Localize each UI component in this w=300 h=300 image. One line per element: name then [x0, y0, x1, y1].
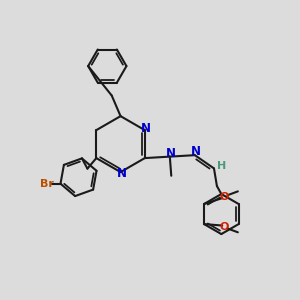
- Text: N: N: [190, 145, 200, 158]
- Text: N: N: [165, 147, 176, 160]
- Text: H: H: [217, 161, 226, 171]
- Text: N: N: [141, 122, 151, 135]
- Text: N: N: [117, 167, 127, 180]
- Text: Br: Br: [40, 179, 54, 189]
- Text: O: O: [220, 192, 229, 202]
- Text: O: O: [220, 222, 229, 232]
